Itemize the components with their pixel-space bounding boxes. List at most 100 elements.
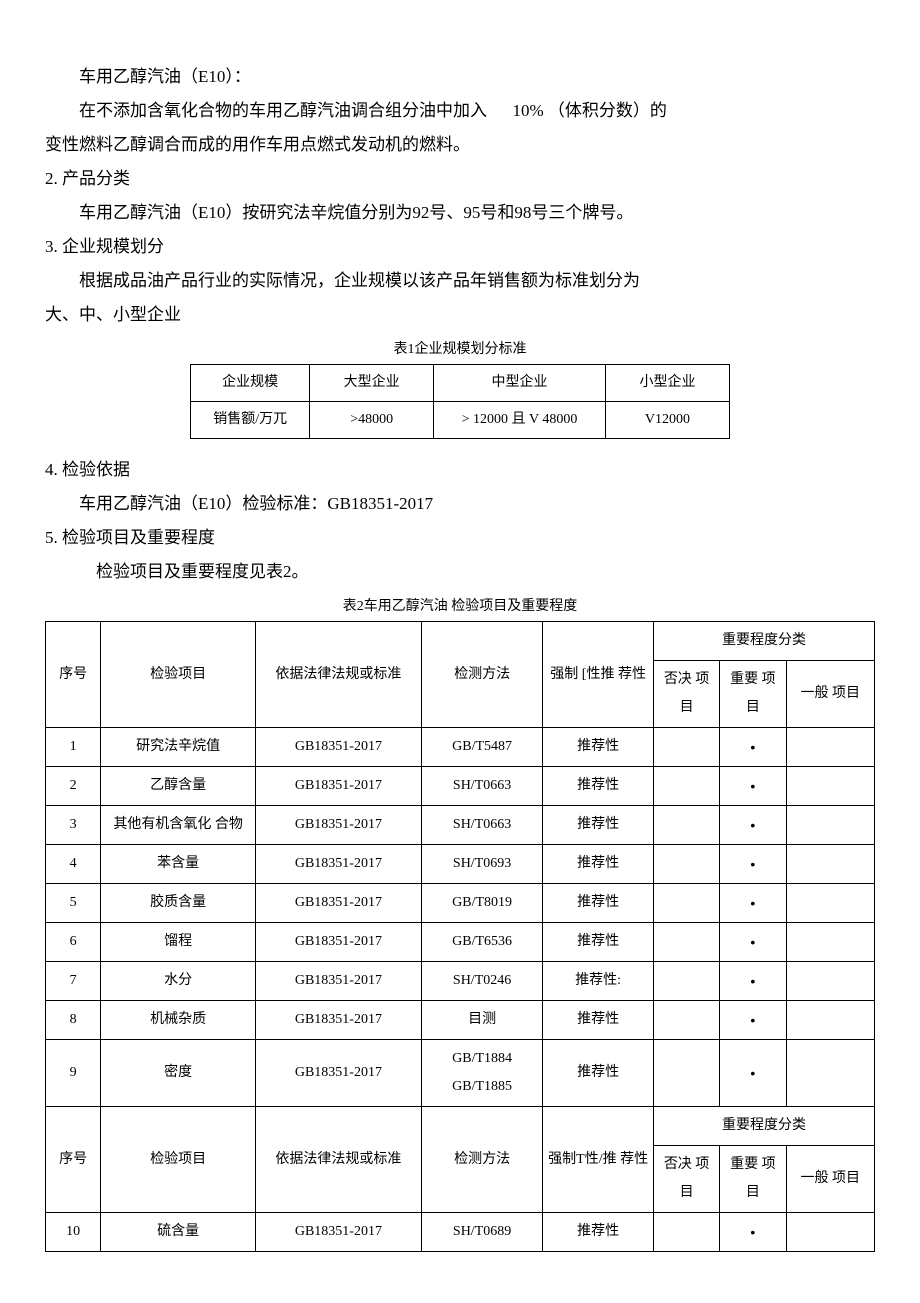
t2-h2-c4: 检测方法 (421, 1107, 543, 1213)
t1-h2: 中型企业 (434, 365, 606, 402)
table-cell: GB18351-2017 (256, 845, 422, 884)
table-cell: 推荐性 (543, 767, 654, 806)
intro-line3: 变性燃料乙醇调合而成的用作车用点燃式发动机的燃料。 (45, 128, 875, 162)
table-cell: • (720, 923, 786, 962)
table-cell: 推荐性 (543, 1213, 654, 1252)
intro-line2: 在不添加含氧化合物的车用乙醇汽油调合组分油中加入 10% （体积分数）的 (45, 94, 875, 128)
sec3-body1: 根据成品油产品行业的实际情况，企业规模以该产品年销售额为标准划分为 (45, 264, 875, 298)
table-cell (786, 767, 874, 806)
table-cell: GB18351-2017 (256, 884, 422, 923)
table-cell: 乙醇含量 (101, 767, 256, 806)
sec5-title: 5. 检验项目及重要程度 (45, 521, 875, 555)
table-cell: • (720, 845, 786, 884)
table-cell: GB18351-2017 (256, 1040, 422, 1107)
table-cell (653, 728, 719, 767)
table-row: 企业规模 大型企业 中型企业 小型企业 (191, 365, 730, 402)
table-cell: 4 (46, 845, 101, 884)
table-cell (653, 806, 719, 845)
table-cell (786, 1001, 874, 1040)
table-cell: 胶质含量 (101, 884, 256, 923)
table-cell (653, 884, 719, 923)
table-row: 6馏程GB18351-2017GB/T6536推荐性• (46, 923, 875, 962)
table-cell: 3 (46, 806, 101, 845)
table-cell: GB/T8019 (421, 884, 543, 923)
sec3-title: 3. 企业规模划分 (45, 230, 875, 264)
table-cell (653, 1040, 719, 1107)
table-cell: GB/T6536 (421, 923, 543, 962)
table-cell: 水分 (101, 962, 256, 1001)
t1-h3: 小型企业 (605, 365, 729, 402)
table-cell: 1 (46, 728, 101, 767)
table-cell: GB18351-2017 (256, 1213, 422, 1252)
t1-r0: 销售额/万兀 (191, 402, 310, 439)
table-cell (653, 845, 719, 884)
t2-h-c6c: 一般 项目 (786, 661, 874, 728)
table-row: 序号 检验项目 依据法律法规或标准 检测方法 强制T性/推 荐性 重要程度分类 (46, 1107, 875, 1146)
table-cell: 机械杂质 (101, 1001, 256, 1040)
t2-h2-c5b: 强制T性/推 荐性 (543, 1107, 654, 1213)
sec5-body: 检验项目及重要程度见表2。 (45, 555, 875, 589)
t2-h-c6: 重要程度分类 (653, 622, 874, 661)
table-cell: 推荐性 (543, 1040, 654, 1107)
t1-h1: 大型企业 (310, 365, 434, 402)
table-cell: GB18351-2017 (256, 806, 422, 845)
table-cell: 密度 (101, 1040, 256, 1107)
table2: 序号 检验项目 依据法律法规或标准 检测方法 强制 [性推 荐性 重要程度分类 … (45, 621, 875, 1252)
t2-h2-c2: 检验项目 (101, 1107, 256, 1213)
table-cell: 推荐性 (543, 923, 654, 962)
t2-h-c5a: 强制 [性推 荐性 (543, 622, 654, 728)
table-cell (653, 1001, 719, 1040)
table-cell (786, 962, 874, 1001)
table-row: 3其他有机含氧化 合物GB18351-2017SH/T0663推荐性• (46, 806, 875, 845)
table-cell: • (720, 767, 786, 806)
table1-caption: 表1企业规模划分标准 (45, 336, 875, 364)
table-cell: SH/T0663 (421, 767, 543, 806)
table-cell: GB/T5487 (421, 728, 543, 767)
table-row: 4苯含量GB18351-2017SH/T0693推荐性• (46, 845, 875, 884)
table-cell: • (720, 806, 786, 845)
t2-h-c6a: 否决 项目 (653, 661, 719, 728)
table-cell: 硫含量 (101, 1213, 256, 1252)
table-cell: 推荐性 (543, 1001, 654, 1040)
t2-h2-c6a: 否决 项目 (653, 1146, 719, 1213)
table-row: 9密度GB18351-2017GB/T1884 GB/T1885推荐性• (46, 1040, 875, 1107)
table-cell (786, 845, 874, 884)
t2-h2-c6c: 一般 项目 (786, 1146, 874, 1213)
table-cell: 7 (46, 962, 101, 1001)
t2-h-c1: 序号 (46, 622, 101, 728)
table-cell (653, 923, 719, 962)
table-cell: 推荐性 (543, 884, 654, 923)
t1-r3: V12000 (605, 402, 729, 439)
table-cell (653, 962, 719, 1001)
t1-h0: 企业规模 (191, 365, 310, 402)
t2-h2-c1: 序号 (46, 1107, 101, 1213)
table-row: 7水分GB18351-2017SH/T0246推荐性:• (46, 962, 875, 1001)
table-cell: SH/T0693 (421, 845, 543, 884)
table-cell: 推荐性 (543, 806, 654, 845)
table-cell: 10 (46, 1213, 101, 1252)
table-cell: 6 (46, 923, 101, 962)
table-row: 8机械杂质GB18351-2017目测推荐性• (46, 1001, 875, 1040)
table-cell (653, 767, 719, 806)
intro-line1: 车用乙醇汽油（E10）： (45, 60, 875, 94)
table-cell: • (720, 1213, 786, 1252)
sec4-body: 车用乙醇汽油（E10）检验标准：GB18351-2017 (45, 487, 875, 521)
table-cell (786, 728, 874, 767)
t2-h-c2: 检验项目 (101, 622, 256, 728)
table1: 企业规模 大型企业 中型企业 小型企业 销售额/万兀 >48000 > 1200… (190, 364, 730, 439)
table-cell: GB18351-2017 (256, 728, 422, 767)
table-cell: GB18351-2017 (256, 962, 422, 1001)
t2-h2-c3: 依据法律法规或标准 (256, 1107, 422, 1213)
table-cell (786, 806, 874, 845)
table-cell: 推荐性: (543, 962, 654, 1001)
table-cell: 9 (46, 1040, 101, 1107)
sec3-body2: 大、中、小型企业 (45, 298, 875, 332)
table-cell: 研究法辛烷值 (101, 728, 256, 767)
table-row: 5胶质含量GB18351-2017GB/T8019推荐性• (46, 884, 875, 923)
t2-h-c3: 依据法律法规或标准 (256, 622, 422, 728)
t1-r2: > 12000 且 V 48000 (434, 402, 606, 439)
table-cell: GB18351-2017 (256, 1001, 422, 1040)
table-cell (653, 1213, 719, 1252)
table-row: 2乙醇含量GB18351-2017SH/T0663推荐性• (46, 767, 875, 806)
t1-r1: >48000 (310, 402, 434, 439)
